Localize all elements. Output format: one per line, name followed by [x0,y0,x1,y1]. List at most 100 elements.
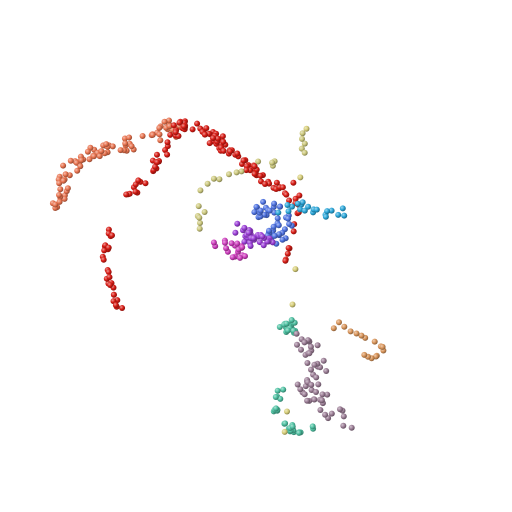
point [90,153,97,160]
point [239,244,246,251]
point [322,411,329,418]
point [56,198,63,205]
point [128,143,135,150]
point [210,239,217,246]
salmon-cluster [49,117,183,211]
point [84,148,91,155]
point [238,168,245,175]
point [277,395,284,402]
point [245,229,252,236]
point [237,254,243,261]
tan-cluster [330,319,387,362]
point [253,203,260,210]
point [64,185,71,192]
point [297,386,304,393]
point [135,177,142,184]
point [157,137,164,144]
point [257,207,264,214]
point [308,381,315,388]
point [119,305,126,311]
point [311,361,318,368]
point [319,391,326,398]
point [251,163,258,170]
point [240,157,247,164]
point [247,243,254,249]
point [273,179,280,186]
point [196,225,203,232]
point [296,429,302,436]
point [62,171,69,178]
point [242,253,248,260]
point [304,360,311,366]
point [283,320,290,327]
point [313,206,320,213]
point [107,282,114,288]
point [309,423,316,430]
point [286,221,293,227]
point [297,174,304,181]
point [313,389,319,395]
point [269,159,276,166]
point [323,368,330,374]
point [289,423,296,430]
point [257,172,264,179]
point [308,366,314,373]
point [298,145,305,152]
point [117,147,124,154]
point [189,126,196,133]
point [232,229,239,236]
point [122,140,129,147]
point [241,224,248,231]
point [271,232,278,239]
point [196,214,203,221]
point [142,180,149,187]
point [276,324,283,330]
point [282,420,289,427]
point [289,203,295,210]
red-chain-cluster [99,226,126,311]
point [109,232,115,239]
point [341,323,348,330]
point [197,187,204,194]
point [123,191,130,198]
point [210,135,216,142]
point [275,222,282,229]
point [324,391,331,398]
point [154,151,160,158]
teal-lower-cluster [270,386,317,436]
point [203,125,210,132]
point [281,428,288,435]
point [315,381,322,388]
point [297,206,304,213]
point [279,184,286,191]
point [180,123,187,130]
point [194,120,201,127]
point [280,386,287,393]
point [294,341,300,348]
point [233,169,240,176]
point [132,188,139,195]
point [290,228,297,235]
point [251,170,258,177]
point [74,167,81,174]
point [220,147,227,154]
point [353,330,360,337]
point [324,208,331,215]
point [78,157,85,164]
point [313,374,320,381]
point [307,343,314,350]
point [216,176,223,183]
point [275,209,282,216]
point [172,129,179,136]
point [126,134,133,141]
point [164,151,171,158]
point [234,150,241,157]
point [289,301,296,308]
point [255,158,262,165]
blue-spiral-cluster [251,198,295,247]
point [251,209,258,216]
point [347,328,354,335]
point [284,202,291,208]
